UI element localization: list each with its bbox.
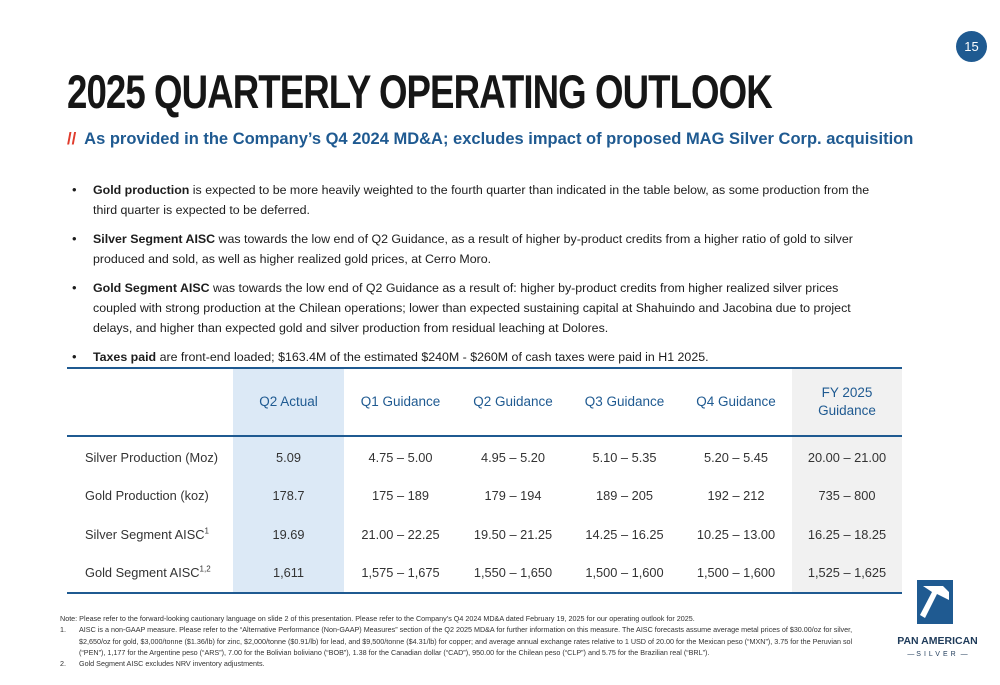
table-cell: 1,575 – 1,675 [344, 553, 457, 594]
table-cell: 178.7 [233, 476, 344, 515]
note-text: Note: Please refer to the forward-lookin… [60, 614, 695, 623]
footnote-item: 2. Gold Segment AISC excludes NRV invento… [60, 658, 880, 669]
subtitle-text: As provided in the Company’s Q4 2024 MD&… [84, 130, 914, 148]
table-cell: 179 – 194 [484, 488, 542, 504]
column-header-q1-guidance: Q1 Guidance [344, 367, 457, 437]
bullet-text: are front-end loaded; $163.4M of the est… [156, 350, 709, 364]
guidance-table: Q2 Actual Q1 Guidance Q2 Guidance Q3 Gui… [67, 367, 902, 594]
bullet-list: Gold production is expected to be more h… [72, 180, 872, 376]
bullet-item: Gold Segment AISC was towards the low en… [72, 278, 872, 338]
table-cell: 21.00 – 22.25 [361, 526, 440, 542]
table-cell: 10.25 – 13.00 [696, 526, 776, 542]
footnote-item: 1. AISC is a non-GAAP measure. Please ref… [60, 624, 880, 658]
table-row: Silver Production (Moz) 5.09 4.75 – 5.00… [67, 436, 902, 477]
table-row: Silver Segment AISC1 19.69 21.00 – 22.25… [67, 515, 902, 554]
table-row: Gold Segment AISC1,2 1,611 1,575 – 1,675… [67, 553, 902, 594]
column-header-q3-guidance: Q3 Guidance [569, 367, 680, 437]
table-cell: 4.75 – 5.00 [368, 449, 433, 465]
bullet-item: Taxes paid are front-end loaded; $163.4M… [72, 347, 872, 367]
table-row: Gold Production (koz) 178.7 175 – 189 17… [67, 476, 902, 515]
table-cell: 192 – 212 [707, 488, 765, 504]
table-cell: 20.00 – 21.00 [792, 436, 902, 477]
page-number-badge: 15 [956, 31, 987, 62]
bullet-item: Silver Segment AISC was towards the low … [72, 229, 872, 269]
column-header-q4-guidance: Q4 Guidance [680, 367, 792, 437]
pan-american-logo-icon [917, 580, 953, 624]
page-subtitle: // As provided in the Company’s Q4 2024 M… [67, 130, 913, 149]
bullet-text: was towards the low end of Q2 Guidance, … [93, 232, 853, 266]
table-cell: 5.20 – 5.45 [703, 449, 769, 465]
subtitle-slashes: // [67, 130, 77, 148]
table-cell: 189 – 205 [596, 488, 653, 504]
table-cell: 1,500 – 1,600 [569, 553, 680, 594]
table-cell: 19.50 – 21.25 [473, 526, 553, 542]
bullet-bold-label: Gold production [93, 183, 190, 197]
table-cell: 5.09 [233, 436, 344, 477]
table-header-row: Q2 Actual Q1 Guidance Q2 Guidance Q3 Gui… [67, 367, 902, 437]
company-logo: PAN AMERICAN — SILVER — [890, 577, 985, 667]
column-header-q2-actual: Q2 Actual [233, 367, 344, 437]
logo-wordmark: PAN AMERICAN [897, 635, 978, 647]
footnote-text: AISC is a non-GAAP measure. Please refer… [79, 625, 853, 657]
table-cell: 1,500 – 1,600 [680, 553, 792, 594]
row-label: Silver Production (Moz) [85, 449, 218, 465]
table-cell: 4.95 – 5.20 [480, 449, 546, 465]
table-cell: 735 – 800 [792, 476, 902, 515]
table-cell: 16.25 – 18.25 [792, 515, 902, 554]
table-header-blank [67, 367, 233, 437]
row-label: Silver Segment AISC1 [85, 526, 209, 542]
table-cell: 175 – 189 [372, 488, 429, 504]
footnote-text: Gold Segment AISC excludes NRV inventory… [79, 659, 265, 669]
page-title: 2025 QUARTERLY OPERATING OUTLOOK [67, 65, 773, 118]
bullet-bold-label: Taxes paid [93, 350, 157, 364]
table-cell: 14.25 – 16.25 [585, 526, 664, 542]
table-cell: 1,550 – 1,650 [457, 553, 569, 594]
table-cell: 19.69 [233, 515, 344, 554]
bullet-text: was towards the low end of Q2 Guidance a… [93, 281, 851, 335]
table-cell: 1,611 [233, 553, 344, 594]
table-cell: 5.10 – 5.35 [592, 449, 657, 465]
row-label: Gold Production (koz) [85, 488, 209, 504]
footnote-number: 2. [60, 659, 66, 669]
bullet-item: Gold production is expected to be more h… [72, 180, 872, 220]
column-header-fy-guidance: FY 2025 Guidance [792, 367, 902, 437]
bullet-text: is expected to be more heavily weighted … [93, 183, 870, 217]
bullet-bold-label: Gold Segment AISC [93, 281, 210, 295]
row-label: Gold Segment AISC1,2 [67, 553, 233, 594]
footnote-number: 1. [60, 625, 66, 635]
table-cell: 1,525 – 1,625 [792, 553, 902, 594]
footnotes: Note: Please refer to the forward-lookin… [60, 613, 880, 669]
logo-subtext: — SILVER — [907, 651, 968, 658]
column-header-q2-guidance: Q2 Guidance [457, 367, 569, 437]
bullet-bold-label: Silver Segment AISC [93, 232, 216, 246]
